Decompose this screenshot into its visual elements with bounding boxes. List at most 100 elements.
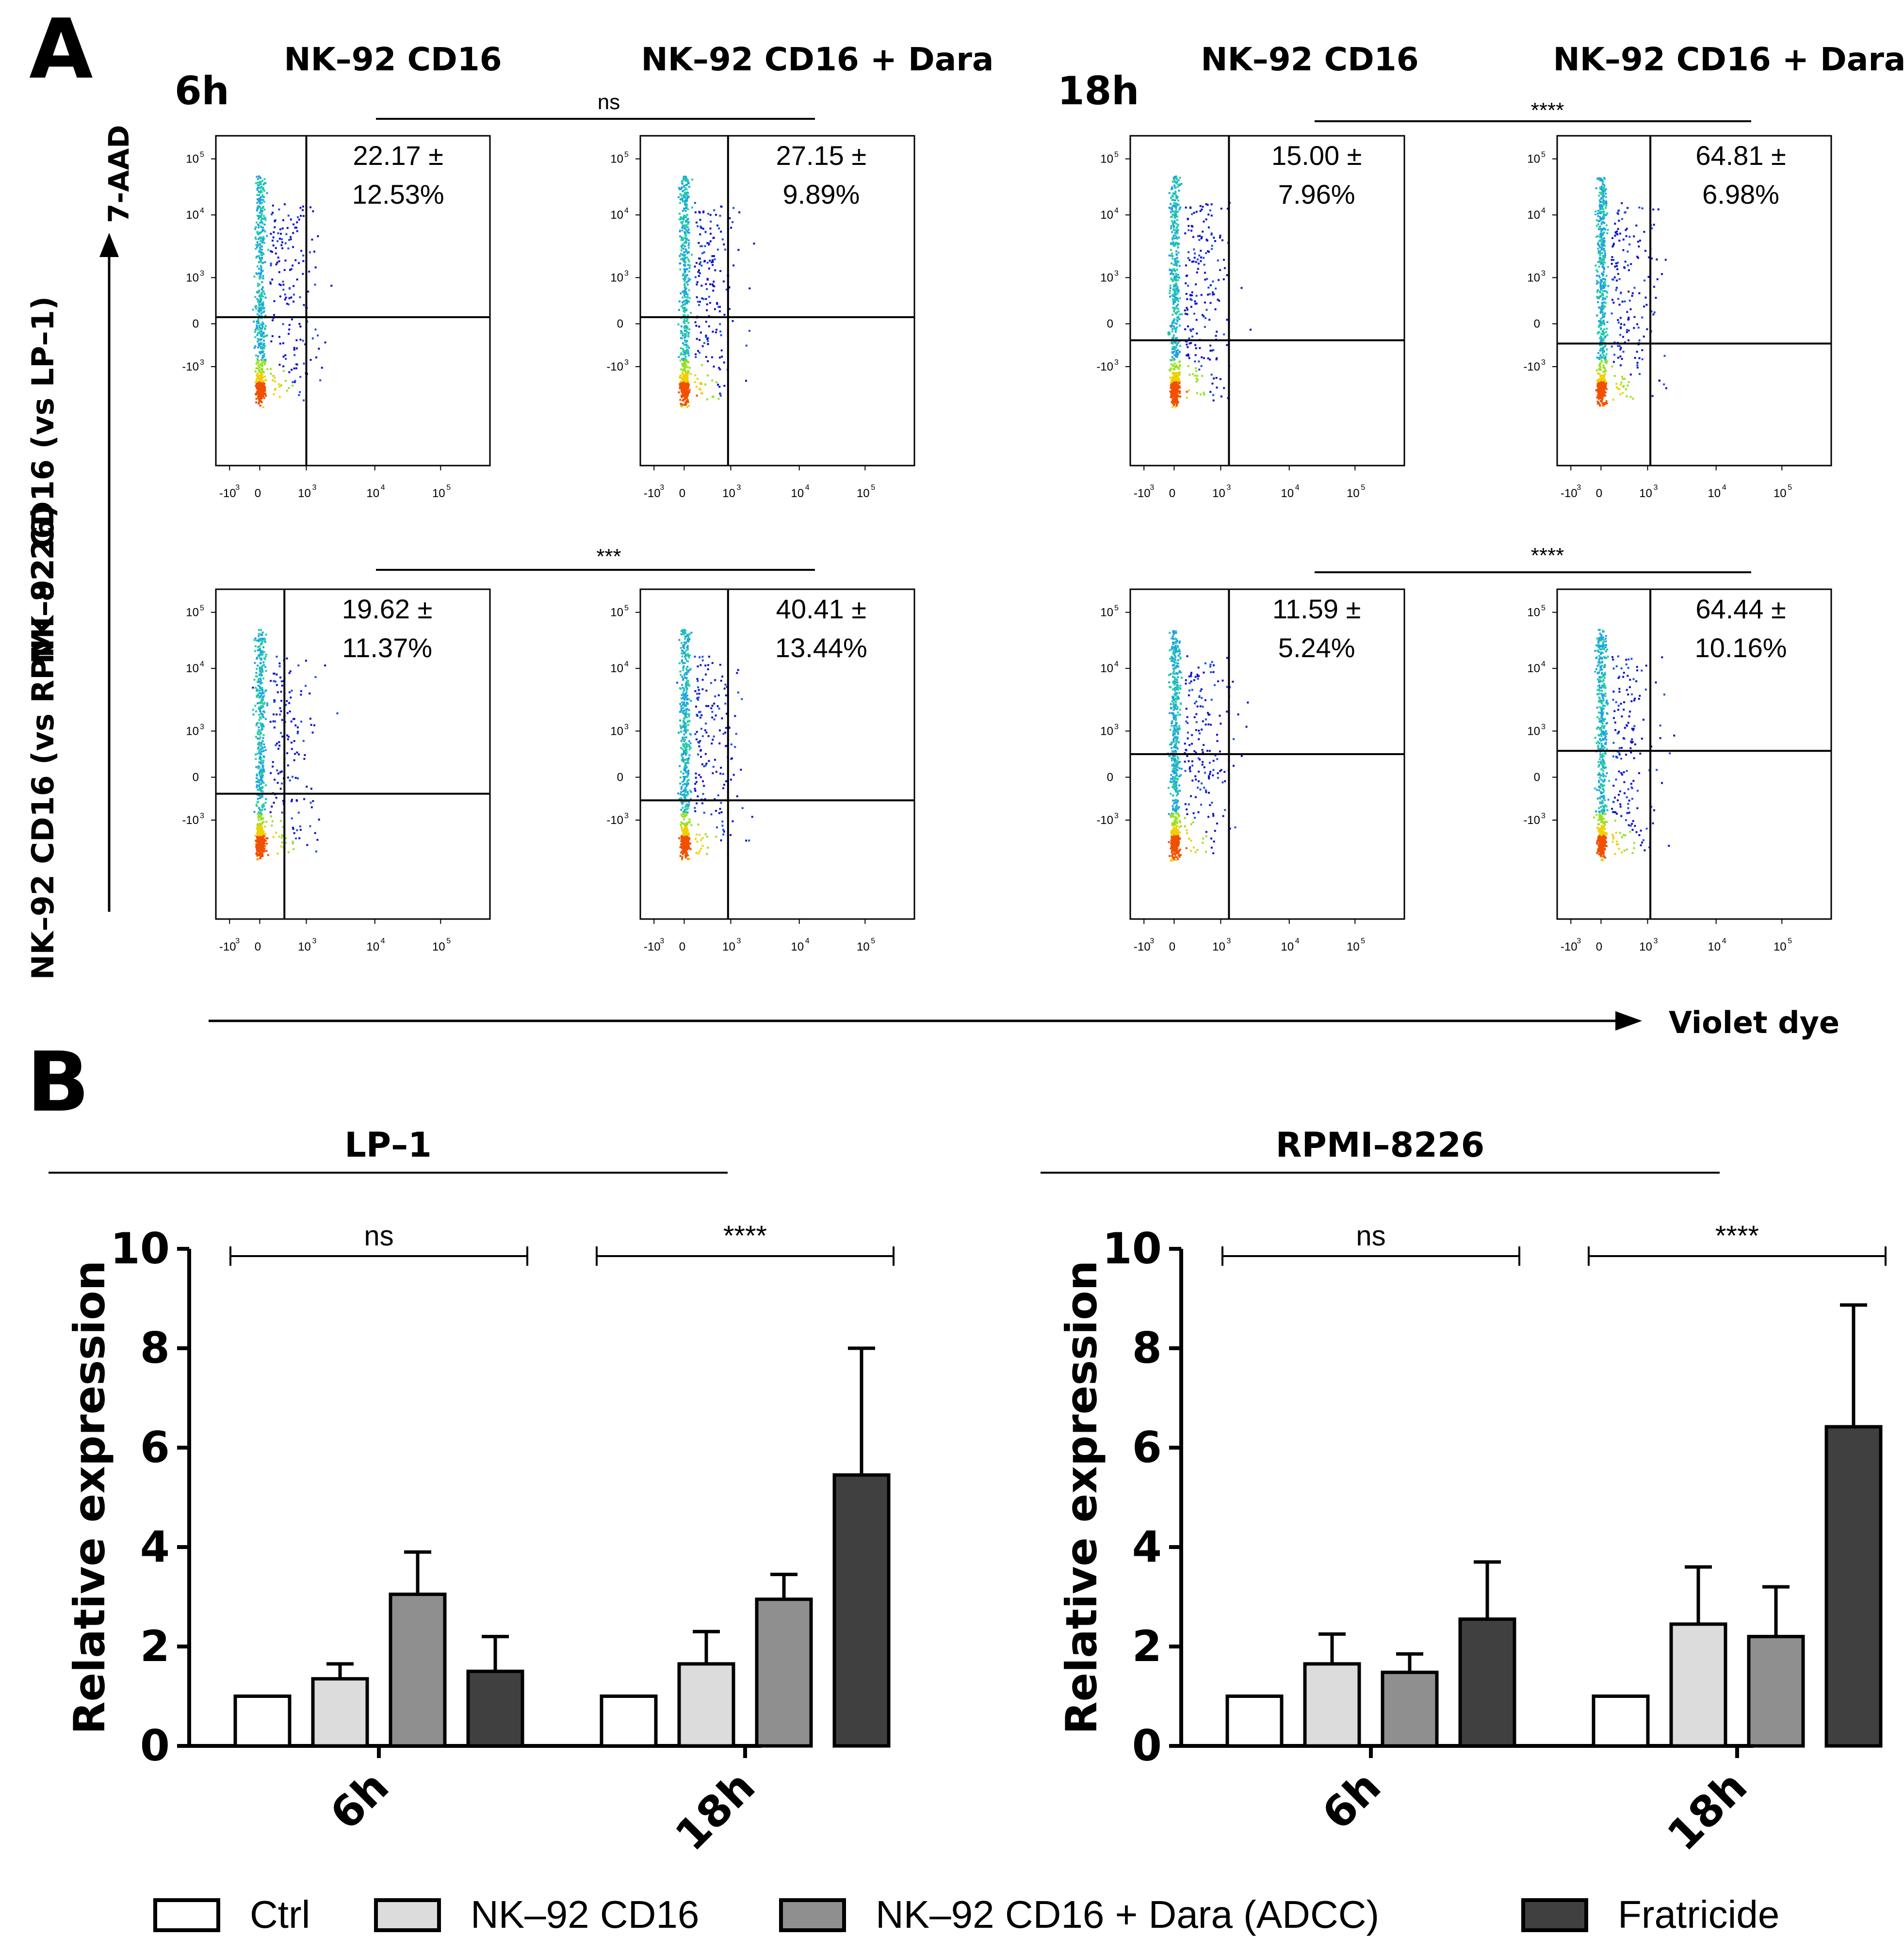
cell-event-dot [1598, 177, 1601, 179]
quadrant-value: 22.17 ± [353, 140, 443, 171]
cell-event-dot [257, 244, 259, 247]
cell-event-dot [261, 747, 264, 750]
cell-event-dot [1606, 212, 1609, 214]
cell-event-dot [689, 367, 691, 369]
cell-event-dot [1611, 365, 1613, 368]
cell-event-dot [685, 240, 687, 242]
cell-event-dot [1602, 284, 1604, 286]
cell-event-dot [273, 231, 275, 233]
cell-event-dot [278, 271, 280, 274]
cell-event-dot [683, 218, 685, 221]
cell-event-dot [1599, 250, 1601, 253]
cell-event-dot [1176, 257, 1178, 259]
cell-event-dot [685, 200, 687, 202]
cell-event-dot [1178, 371, 1181, 374]
cell-event-dot [1226, 208, 1229, 210]
cell-event-dot [1600, 198, 1602, 200]
cell-event-dot [696, 338, 698, 340]
cell-event-dot [1172, 192, 1175, 194]
cell-event-dot [684, 683, 687, 686]
cell-event-dot [262, 311, 265, 313]
cell-event-dot [1175, 175, 1177, 178]
cell-event-dot [685, 198, 687, 201]
cell-event-dot [1172, 325, 1175, 327]
cell-event-dot [1652, 209, 1655, 210]
cell-event-dot [684, 207, 686, 210]
cell-event-dot [732, 264, 735, 267]
cell-event-dot [1603, 221, 1605, 224]
cell-event-dot [1172, 239, 1174, 241]
cell-event-dot [685, 704, 687, 706]
cell-event-dot [1598, 306, 1600, 308]
cell-event-dot [265, 821, 268, 823]
cell-event-dot [260, 334, 262, 336]
cell-event-dot [721, 238, 724, 241]
cell-event-dot [682, 365, 684, 368]
cell-event-dot [1600, 385, 1603, 387]
x-tick-exponent: 3 [235, 937, 240, 945]
cell-event-dot [263, 353, 265, 355]
cell-event-dot [260, 776, 262, 779]
cell-event-dot [290, 268, 293, 270]
cell-event-dot [1617, 345, 1619, 347]
cell-event-dot [1598, 192, 1601, 194]
cell-event-dot [706, 374, 709, 377]
cell-event-dot [682, 258, 684, 261]
cell-event-dot [1596, 401, 1599, 403]
cell-event-dot [696, 296, 698, 298]
cell-event-dot [1603, 287, 1606, 289]
cell-event-dot [1176, 395, 1179, 398]
cell-event-dot [1601, 330, 1604, 332]
cell-event-dot [712, 264, 714, 266]
cell-event-dot [1172, 274, 1175, 276]
cell-event-dot [1602, 355, 1605, 357]
cell-event-dot [1599, 234, 1602, 236]
cell-event-dot [1600, 323, 1603, 326]
cell-event-dot [1619, 393, 1622, 395]
cell-event-dot [1599, 284, 1602, 287]
cell-event-dot [682, 687, 684, 689]
cell-event-dot [687, 221, 690, 223]
cell-event-dot [1599, 307, 1601, 309]
cell-event-dot [1599, 258, 1601, 261]
cell-event-dot [257, 243, 259, 245]
cell-event-dot [282, 835, 284, 837]
cell-event-dot [686, 373, 688, 375]
cell-event-dot [260, 338, 262, 340]
cell-event-dot [685, 346, 688, 349]
cell-event-dot [258, 772, 260, 774]
cell-event-dot [255, 257, 258, 259]
cell-event-dot [712, 237, 715, 239]
cell-event-dot [1170, 363, 1172, 366]
cell-event-dot [686, 390, 688, 393]
cell-event-dot [1196, 375, 1199, 377]
cell-event-dot [683, 176, 685, 178]
cell-event-dot [1611, 256, 1613, 258]
cell-event-dot [261, 229, 264, 231]
cell-event-dot [1173, 204, 1176, 207]
cell-event-dot [1170, 211, 1172, 213]
cell-event-dot [1173, 310, 1175, 312]
cell-event-dot [259, 382, 261, 384]
cell-event-dot [1603, 393, 1605, 396]
cell-event-dot [260, 248, 263, 251]
cell-event-dot [679, 387, 681, 389]
cell-event-dot [1598, 324, 1600, 327]
x-tick-label: 10 [366, 487, 379, 500]
cell-event-dot [262, 406, 264, 408]
cell-event-dot [1601, 386, 1604, 388]
cell-event-dot [682, 179, 684, 181]
cell-event-dot [1169, 290, 1171, 292]
cell-event-dot [1604, 280, 1606, 283]
cell-event-dot [312, 800, 314, 802]
y-tick-exponent: 3 [1114, 358, 1119, 367]
cell-event-dot [260, 323, 262, 325]
cell-event-dot [263, 387, 266, 390]
cell-event-dot [273, 701, 276, 703]
cell-event-dot [678, 300, 681, 303]
cell-event-dot [1177, 224, 1180, 226]
cell-event-dot [1596, 297, 1599, 299]
cell-event-dot [1629, 308, 1632, 310]
cell-event-dot [682, 650, 684, 652]
cell-event-dot [686, 401, 688, 403]
